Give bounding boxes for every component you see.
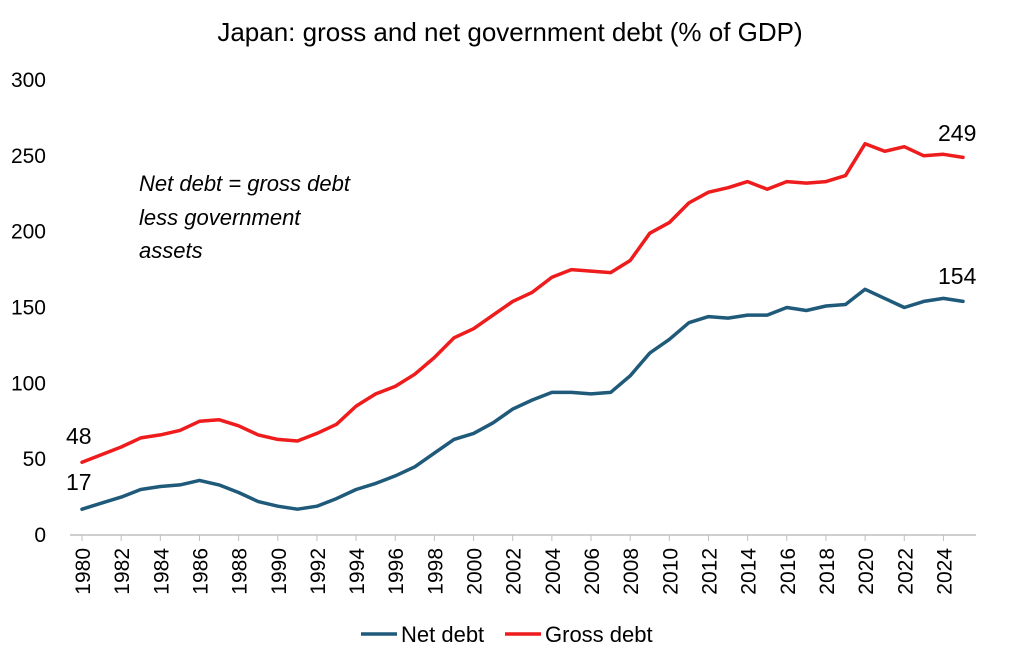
net-end-label: 154 [938,263,977,289]
y-tick-label: 150 [11,297,46,320]
chart-title: Japan: gross and net government debt (% … [217,17,802,47]
y-tick-label: 300 [11,69,46,92]
x-tick-label: 2024 [933,548,956,595]
x-tick-label: 2014 [738,548,761,595]
x-tick-label: 1980 [72,548,95,595]
legend-net-label: Net debt [401,622,484,647]
net-debt-line [80,287,965,511]
x-tick-label: 1984 [150,548,173,595]
gross-end-label: 249 [938,120,976,146]
x-tick-label: 1990 [268,548,291,595]
note-line-2: less government [139,205,301,230]
x-tick-label: 2010 [659,548,682,595]
x-tick-label: 1994 [346,548,369,595]
y-tick-label: 250 [11,145,46,168]
note-line-3: assets [139,238,203,263]
y-tick-label: 0 [34,524,46,547]
note-line-1: Net debt = gross debt [139,171,351,196]
x-tick-label: 1986 [189,548,212,595]
x-tick-label: 2004 [542,548,565,595]
series-lines [80,141,965,511]
x-tick-label: 1988 [229,548,252,595]
x-tick-label: 2018 [816,548,839,595]
gross-debt-line [80,141,965,464]
legend-gross-label: Gross debt [545,622,653,647]
x-tick-label: 2022 [894,548,917,595]
x-tick-label: 1998 [424,548,447,595]
y-tick-label: 50 [23,448,46,471]
net-start-label: 17 [66,469,92,495]
x-tick-label: 2002 [503,548,526,595]
x-tick-label: 1996 [385,548,408,595]
x-tick-label: 2020 [855,548,878,595]
y-tick-label: 200 [11,221,46,244]
x-tick-label: 2008 [620,548,643,595]
x-tick-label: 1992 [307,548,330,595]
y-tick-label: 100 [11,372,46,395]
y-axis-ticks: 0 50 100 150 200 250 300 [11,69,46,547]
x-axis-ticks: 1980 1982 1984 1986 1988 1990 1992 1994 1996 1998… [72,535,956,595]
x-tick-label: 1982 [111,548,134,595]
legend: Net debt Gross debt [361,622,653,647]
x-tick-label: 2012 [698,548,721,595]
x-tick-label: 2006 [581,548,604,595]
x-tick-label: 2000 [464,548,487,595]
x-tick-label: 2016 [777,548,800,595]
gross-start-label: 48 [66,423,92,449]
annotation-note: Net debt = gross debt less government as… [139,171,351,263]
